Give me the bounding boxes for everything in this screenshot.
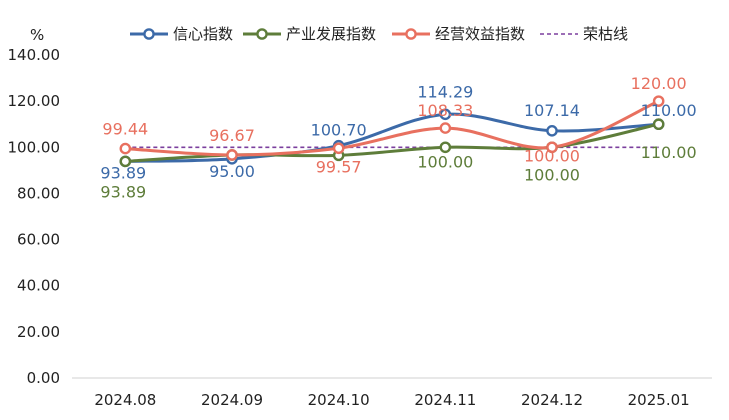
x-tick-label: 2024.12	[521, 391, 583, 409]
x-axis-ticks: 2024.08 2024.09 2024.10 2024.11 2024.12 2025.…	[94, 391, 689, 409]
data-label-0: 95.00	[209, 162, 255, 181]
legend-item-3: 荣枯线	[540, 25, 628, 43]
data-label-1: 110.00	[641, 143, 697, 162]
legend-label: 荣枯线	[583, 25, 628, 43]
data-label-2: 120.00	[631, 74, 687, 93]
y-tick-label: 40.00	[17, 277, 60, 295]
series-marker-0	[546, 125, 558, 137]
data-label-2: 99.44	[102, 120, 148, 139]
y-tick-label: 0.00	[27, 369, 60, 387]
data-label-2: 99.57	[316, 157, 362, 176]
x-tick-label: 2024.11	[414, 391, 476, 409]
series-marker-1	[652, 118, 665, 131]
legend-marker	[405, 28, 417, 40]
data-label-0: 93.89	[100, 163, 146, 182]
series-marker-2	[226, 149, 238, 161]
data-label-1: 100.00	[524, 165, 580, 184]
y-tick-label: 80.00	[17, 184, 60, 202]
x-tick-label: 2024.10	[308, 391, 370, 409]
series-marker-2	[652, 95, 665, 107]
y-tick-label: 140.00	[8, 46, 61, 64]
series-marker-2	[546, 141, 558, 154]
data-label-1: 100.00	[417, 152, 473, 171]
data-label-1: 93.89	[100, 182, 146, 201]
legend-label: 产业发展指数	[286, 25, 376, 43]
data-labels: 93.89 95.00 100.70 114.29 107.14 110.00 93.89 1…	[100, 74, 696, 201]
data-label-0: 100.70	[311, 121, 367, 140]
legend-marker	[143, 28, 155, 40]
series-marker-0	[439, 108, 452, 121]
data-label-2: 108.33	[417, 101, 473, 120]
data-label-0: 110.00	[641, 101, 697, 120]
y-tick-label: 100.00	[8, 138, 61, 156]
series-line-0	[125, 112, 659, 163]
series-marker-1	[119, 155, 132, 168]
legend-marker	[256, 28, 268, 40]
series-line-2	[125, 99, 660, 157]
y-axis-unit-label: %	[30, 26, 44, 44]
series-marker-1	[439, 141, 452, 154]
chart-legend: 信心指数 产业发展指数 经营效益指数 荣枯线	[130, 25, 628, 43]
data-label-2: 96.67	[209, 126, 255, 145]
y-tick-label: 120.00	[8, 92, 61, 110]
y-tick-label: 60.00	[17, 231, 60, 249]
legend-item-1: 产业发展指数	[243, 25, 376, 43]
x-tick-label: 2024.08	[94, 391, 156, 409]
x-tick-label: 2025.01	[628, 391, 690, 409]
series-marker-2	[119, 142, 132, 155]
series-markers	[119, 95, 665, 168]
data-label-0: 114.29	[417, 82, 473, 101]
series-marker-2	[332, 142, 345, 155]
legend-item-0: 信心指数	[130, 25, 233, 43]
legend-label: 经营效益指数	[435, 25, 525, 43]
legend-item-2: 经营效益指数	[392, 25, 525, 43]
series-marker-2	[439, 122, 452, 134]
y-axis-ticks: 0.00 20.00 40.00 60.00 80.00 100.00 120.00 140.…	[8, 46, 61, 387]
data-label-2: 100.00	[524, 146, 580, 165]
data-label-0: 107.14	[524, 101, 580, 120]
y-tick-label: 20.00	[17, 323, 60, 341]
series-lines	[125, 99, 660, 163]
x-tick-label: 2024.09	[201, 391, 263, 409]
legend-label: 信心指数	[173, 25, 233, 43]
